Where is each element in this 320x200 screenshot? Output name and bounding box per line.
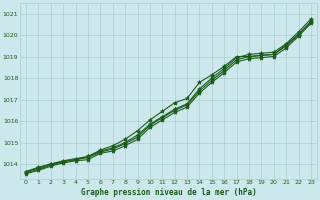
X-axis label: Graphe pression niveau de la mer (hPa): Graphe pression niveau de la mer (hPa)	[81, 188, 256, 197]
